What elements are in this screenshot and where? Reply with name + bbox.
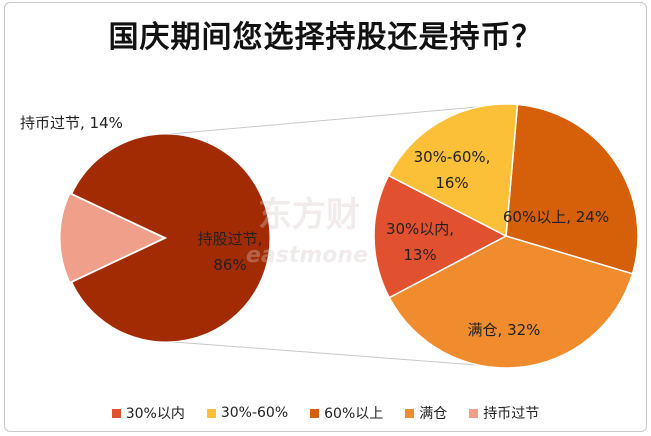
legend-label: 60%以上 [324,406,384,422]
legend: 30%以内 30%-60% 60%以上 满仓 持币过节 [0,403,651,423]
right-slice-2 [373,174,508,299]
legend-item: 持币过节 [469,403,539,423]
data-label-持股过节-pct: 86% [213,256,246,274]
left-slice-持股过节 [71,133,271,343]
legend-label: 持币过节 [483,406,540,422]
data-label-30-60-pct: 16% [435,174,468,192]
data-label-30-60: 30%-60%, [414,148,491,166]
legend-swatch [310,408,320,418]
data-label-持币过节: 持币过节, 14% [20,114,123,132]
right-slice-0 [505,103,639,275]
data-label-60以上: 60%以上, 24% [503,208,609,226]
watermark-cn: 东方财 [258,195,360,235]
connector-line-top [144,106,479,137]
legend-swatch [111,408,121,418]
legend-label: 30%-60% [220,405,289,421]
connector-line-bottom [144,339,479,366]
legend-item: 60%以上 [310,403,383,423]
left-slice-持币过节 [59,193,166,283]
legend-label: 30%以内 [125,406,185,422]
chart-title: 国庆期间您选择持股还是持币？ [108,20,543,55]
legend-swatch [405,408,415,418]
legend-item: 满仓 [405,403,447,423]
legend-swatch [469,408,479,418]
right-slice-1 [388,235,634,369]
watermark-en: eastmone [246,243,368,268]
data-label-持股过节: 持股过节, [198,230,263,248]
data-label-满仓: 满仓, 32% [468,321,541,339]
legend-item: 30%以内 [111,403,185,423]
right-slice-3 [387,103,519,238]
legend-swatch [206,408,216,418]
legend-item: 30%-60% [206,403,289,423]
data-label-30以内-pct: 13% [403,246,436,264]
legend-label: 满仓 [419,406,448,422]
data-label-30以内: 30%以内, [386,220,454,238]
